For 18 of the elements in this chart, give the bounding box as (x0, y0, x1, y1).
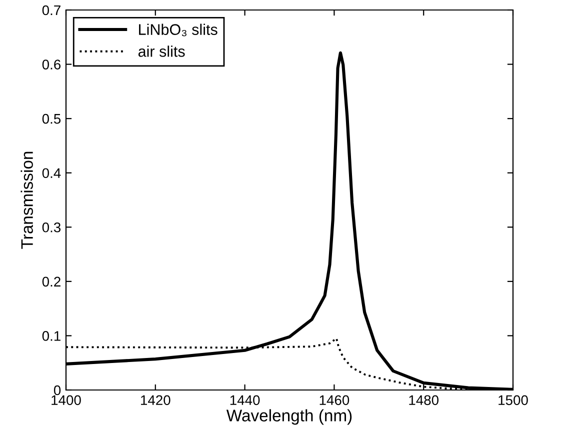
y-tick-label: 0.5 (42, 114, 61, 124)
x-tick-label: 1400 (52, 395, 81, 406)
y-tick-label: 0.1 (42, 331, 60, 341)
x-tick-label: 1460 (320, 395, 350, 406)
x-axis-title: Wavelength (nm) (226, 409, 352, 425)
legend-label: LiNbO₃ slits (139, 24, 218, 36)
legend-label: air slits (138, 46, 185, 57)
y-tick-label: 0.2 (42, 276, 60, 287)
x-tick-label: 1480 (409, 395, 439, 406)
x-tick-label: 1420 (141, 395, 170, 406)
y-axis-title: Transmission (20, 152, 33, 249)
y-tick-label: 0.6 (42, 60, 61, 70)
y-tick-label: 0 (54, 385, 61, 396)
y-tick-label: 0.3 (42, 222, 61, 232)
x-tick-label: 1500 (498, 395, 528, 406)
y-tick-label: 0.4 (42, 168, 61, 178)
x-tick-label: 1440 (230, 395, 260, 406)
y-tick-label: 0.7 (42, 5, 60, 16)
